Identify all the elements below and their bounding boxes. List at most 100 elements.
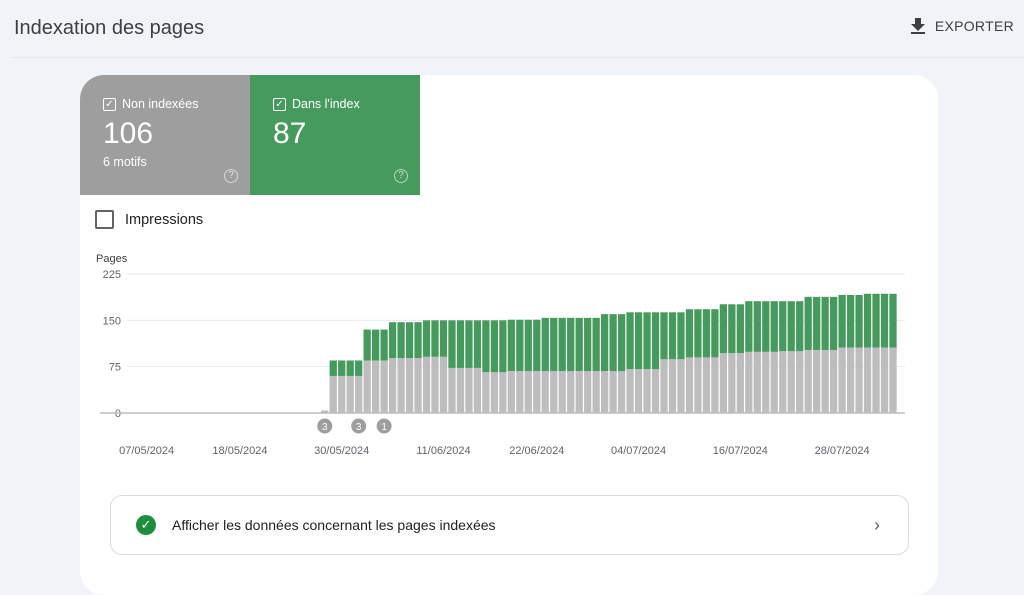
bar-indexed [422, 320, 431, 357]
page-title: Indexation des pages [14, 17, 205, 39]
bar-indexed [380, 329, 388, 361]
bar-non-indexed [677, 359, 685, 413]
bar-non-indexed [660, 359, 668, 413]
bar-indexed [405, 322, 414, 359]
bar-non-indexed [863, 347, 872, 413]
bar-non-indexed [558, 370, 566, 413]
y-tick-label: 150 [103, 315, 121, 327]
tile-value: 87 [273, 117, 307, 150]
bar-non-indexed [575, 370, 583, 413]
annotation-label: 3 [322, 422, 328, 433]
x-tick-label: 18/05/2024 [212, 445, 267, 457]
bar-non-indexed [541, 370, 549, 413]
bar-indexed [728, 304, 736, 354]
impressions-checkbox[interactable]: Impressions [95, 210, 203, 229]
bar-non-indexed [329, 375, 337, 413]
bar-non-indexed [550, 370, 558, 413]
pages-chart: Pages 0 75 150 225 07/05/2024 18/05/2024 30/05/… [96, 253, 905, 457]
help-icon[interactable]: ? [224, 169, 238, 183]
bar-non-indexed [634, 369, 643, 413]
bar-non-indexed [796, 351, 804, 413]
bar-non-indexed [719, 353, 728, 413]
bar-indexed [558, 317, 566, 371]
y-tick-label: 225 [103, 269, 121, 281]
bar-non-indexed [736, 353, 744, 413]
bar-non-indexed [829, 349, 838, 413]
tile-indexed[interactable]: ✓ Dans l'index 87 ? [250, 75, 420, 195]
header-divider [10, 57, 1024, 58]
tile-label: Non indexées [122, 97, 199, 111]
bar-non-indexed [668, 359, 677, 413]
bar-non-indexed [685, 357, 694, 413]
bar-indexed [702, 309, 711, 358]
bar-non-indexed [643, 369, 651, 413]
bar-indexed [626, 312, 634, 370]
bar-indexed [388, 322, 397, 359]
bar-indexed [677, 312, 685, 360]
bar-non-indexed [363, 360, 371, 413]
bar-indexed [668, 312, 677, 360]
bar-indexed [584, 317, 592, 371]
x-tick-label: 11/06/2024 [416, 445, 470, 457]
indexed-pages-link[interactable]: ✓ Afficher les données concernant les pa… [110, 495, 909, 555]
checkbox-checked-icon[interactable]: ✓ [103, 97, 116, 111]
bar-non-indexed [473, 367, 482, 413]
annotation-label: 3 [356, 422, 362, 433]
bar-indexed [431, 320, 439, 357]
y-axis-label: Pages [96, 253, 128, 265]
x-tick-label: 04/07/2024 [611, 445, 666, 457]
bar-non-indexed [609, 370, 617, 413]
help-icon[interactable]: ? [394, 169, 408, 183]
bar-indexed [880, 293, 889, 348]
bar-non-indexed [499, 372, 507, 413]
bar-indexed [507, 319, 515, 371]
bar-non-indexed [584, 370, 592, 413]
page-header: Indexation des pages EXPORTER [0, 0, 1024, 57]
bar-indexed [753, 301, 761, 352]
bar-non-indexed [346, 375, 354, 413]
bar-indexed [694, 309, 702, 358]
bar-indexed [465, 320, 473, 368]
checkbox-unchecked-icon[interactable] [95, 210, 114, 229]
bar-indexed [846, 295, 855, 348]
bar-non-indexed [321, 410, 329, 413]
bar-indexed [872, 293, 880, 348]
bar-indexed [634, 312, 643, 370]
bar-indexed [804, 296, 812, 350]
bar-non-indexed [397, 358, 405, 413]
tile-sub: 6 motifs [103, 155, 147, 169]
tile-non-indexed[interactable]: ✓ Non indexées 106 6 motifs ? [80, 75, 250, 195]
bar-indexed [829, 296, 838, 350]
bar-non-indexed [838, 347, 846, 413]
bar-non-indexed [465, 367, 473, 413]
bar-indexed [448, 320, 456, 368]
x-tick-label: 07/05/2024 [119, 445, 174, 457]
impressions-label: Impressions [125, 211, 204, 228]
bar-indexed [355, 360, 363, 376]
bar-indexed [346, 360, 354, 376]
bar-indexed [372, 329, 380, 361]
bar-non-indexed [779, 351, 787, 413]
bar-non-indexed [617, 370, 626, 413]
export-button[interactable]: EXPORTER [910, 18, 1014, 34]
checkbox-checked-icon[interactable]: ✓ [273, 97, 286, 111]
bar-non-indexed [422, 356, 431, 413]
bar-indexed [719, 304, 728, 354]
bar-indexed [770, 301, 778, 352]
check-circle-icon: ✓ [136, 515, 156, 535]
annotation-marker [317, 418, 333, 434]
bar-indexed [838, 295, 846, 348]
bar-non-indexed [482, 372, 490, 413]
bar-non-indexed [405, 358, 414, 413]
bar-indexed [473, 320, 482, 368]
bar-non-indexed [456, 367, 465, 413]
bar-non-indexed [533, 370, 541, 413]
bar-non-indexed [880, 347, 889, 413]
bar-indexed [821, 296, 829, 350]
x-tick-label: 28/07/2024 [815, 445, 870, 457]
indexed-pages-link-label: Afficher les données concernant les page… [172, 517, 496, 533]
bar-indexed [499, 320, 507, 373]
bar-non-indexed [516, 370, 524, 413]
bar-indexed [609, 314, 617, 371]
y-tick-label: 75 [109, 362, 121, 374]
